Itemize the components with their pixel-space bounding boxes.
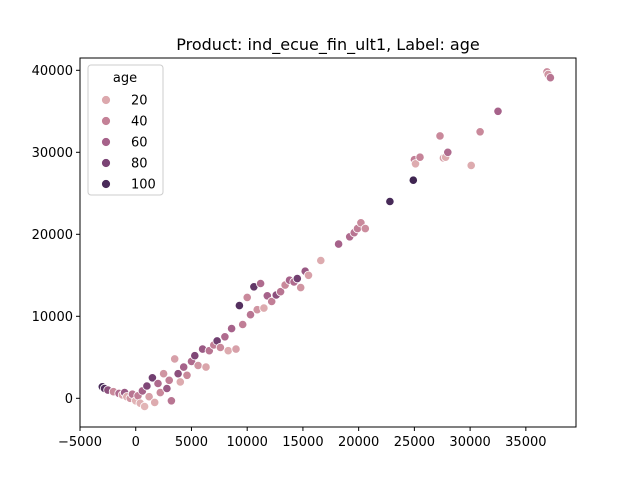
- scatter-point: [385, 196, 395, 207]
- scatter-point: [360, 224, 370, 234]
- scatter-point: [435, 131, 445, 141]
- legend: age 20 40 60 80 100: [87, 64, 164, 196]
- legend-marker: [101, 179, 111, 189]
- legend-label: 40: [131, 115, 148, 130]
- y-tick-label: 0: [65, 392, 73, 407]
- scatter-point: [238, 319, 248, 330]
- scatter-point: [408, 175, 418, 185]
- x-tick-label: 20000: [338, 435, 379, 450]
- scatter-point: [227, 323, 237, 334]
- x-tick-label: −5000: [58, 435, 102, 450]
- scatter-point: [296, 282, 306, 293]
- chart-title: Product: ind_ecue_fin_ult1, Label: age: [176, 35, 479, 55]
- legend-label: 100: [131, 178, 156, 193]
- scatter-point: [475, 127, 485, 137]
- legend-title: age: [113, 71, 137, 86]
- y-tick-label: 30000: [32, 146, 73, 161]
- scatter-point: [190, 351, 200, 361]
- scatter-point: [140, 401, 150, 412]
- scatter-point: [162, 383, 172, 394]
- ticks-layer: −5000 0 5000 10000 15000 20000 25000 30000 35000…: [32, 64, 547, 450]
- scatter-point: [166, 396, 176, 406]
- legend-label: 20: [131, 94, 148, 109]
- legend-marker: [101, 95, 111, 105]
- scatter-point: [410, 159, 421, 169]
- scatter-point: [466, 160, 476, 170]
- y-tick-label: 40000: [32, 64, 73, 79]
- scatter-point: [303, 270, 314, 280]
- scatter-point: [234, 300, 244, 311]
- scatter-point: [255, 278, 266, 289]
- legend-label: 80: [131, 157, 148, 172]
- axes-layer: [79, 57, 577, 428]
- scatter-point: [170, 354, 180, 364]
- scatter-point: [155, 387, 165, 398]
- x-tick-label: 25000: [394, 435, 435, 450]
- scatter-point: [242, 292, 252, 302]
- x-tick-label: 15000: [282, 435, 323, 450]
- scatter-point: [275, 287, 286, 297]
- scatter-point: [259, 303, 269, 313]
- x-tick-label: 35000: [505, 435, 546, 450]
- scatter-point: [215, 342, 225, 353]
- scatter-point: [147, 373, 157, 383]
- scatter-point: [150, 397, 160, 407]
- scatter-point: [231, 344, 241, 354]
- x-tick-label: 10000: [227, 435, 268, 450]
- legend-label: 60: [131, 136, 148, 151]
- scatter-point: [415, 152, 425, 162]
- scatter-point: [175, 377, 185, 387]
- scatter-point: [333, 239, 344, 249]
- plot-frame: [79, 57, 577, 428]
- legend-marker: [101, 116, 111, 126]
- scatter-point: [201, 362, 211, 372]
- scatter-point: [267, 296, 277, 307]
- scatter-point: [316, 255, 326, 266]
- scatter-point: [159, 369, 169, 379]
- scatter-point: [193, 360, 203, 371]
- legend-marker: [101, 137, 111, 147]
- scatter-point: [223, 346, 233, 356]
- scatter-point: [182, 370, 192, 380]
- scatter-point: [144, 392, 154, 402]
- x-tick-label: 0: [132, 435, 140, 450]
- scatter-point: [245, 310, 256, 320]
- scatter-point: [220, 332, 230, 342]
- scatter-point: [545, 73, 556, 83]
- legend-entries: 20 40 60 80 100: [101, 94, 156, 193]
- scatter-point: [153, 378, 163, 389]
- y-tick-label: 20000: [32, 228, 73, 243]
- scatter-point: [493, 106, 503, 116]
- scatter-point: [164, 375, 174, 385]
- x-tick-label: 30000: [449, 435, 490, 450]
- scatter-point: [179, 362, 189, 372]
- scatter-point: [142, 381, 152, 391]
- x-tick-label: 5000: [175, 435, 208, 450]
- scatter-point: [292, 273, 302, 284]
- y-tick-label: 10000: [32, 310, 73, 325]
- scatter-point: [443, 147, 453, 157]
- points-layer: [97, 67, 556, 412]
- legend-marker: [101, 158, 111, 168]
